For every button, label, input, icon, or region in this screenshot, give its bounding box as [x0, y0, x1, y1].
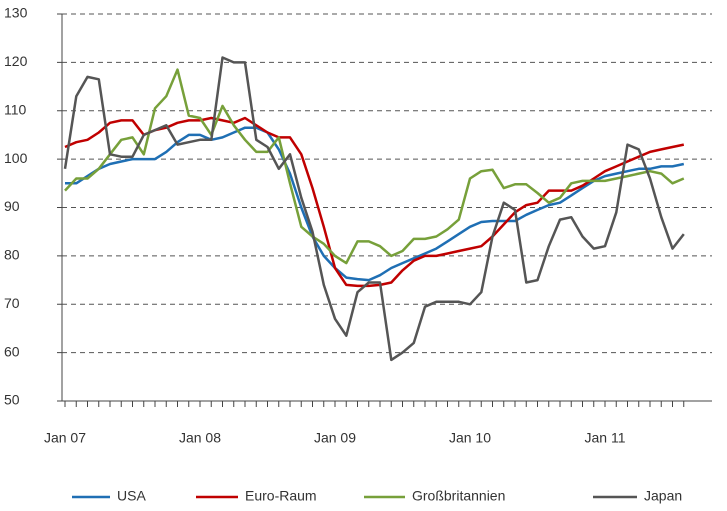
y-tick-label: 100	[4, 150, 28, 166]
y-tick-label: 80	[4, 247, 20, 263]
legend-label: Euro-Raum	[245, 488, 317, 504]
legend-label: Japan	[644, 488, 682, 504]
y-tick-label: 130	[4, 5, 28, 21]
y-tick-label: 50	[4, 392, 20, 408]
series-line	[64, 68, 685, 265]
legend-label: Großbritannien	[412, 488, 505, 504]
series-line	[63, 56, 685, 362]
legend-label: USA	[117, 488, 146, 504]
series-line	[64, 116, 685, 288]
y-tick-label: 90	[4, 198, 20, 214]
x-tick-label: Jan 08	[179, 430, 221, 446]
x-tick-label: Jan 10	[449, 430, 491, 446]
series-line	[65, 126, 685, 282]
x-tick-label: Jan 11	[585, 430, 626, 446]
y-tick-label: 70	[4, 295, 20, 311]
x-tick-label: Jan 09	[314, 430, 356, 446]
x-tick-label: Jan 07	[44, 430, 86, 446]
y-tick-label: 60	[4, 343, 20, 359]
y-tick-label: 110	[4, 101, 27, 117]
y-tick-label: 120	[4, 53, 28, 69]
